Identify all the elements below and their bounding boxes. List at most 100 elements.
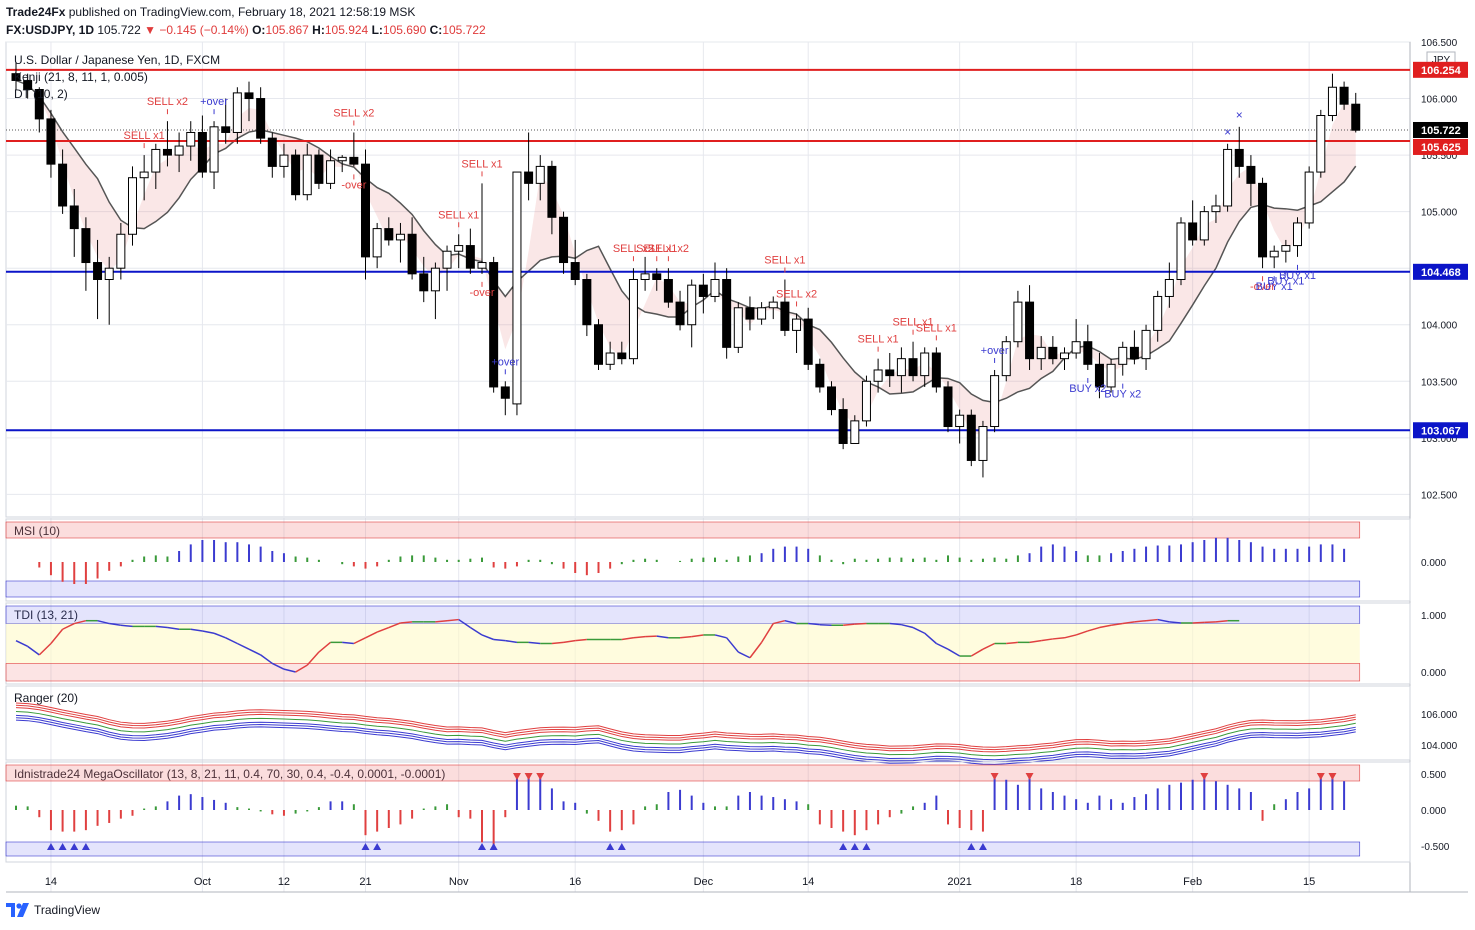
candle-body	[151, 148, 161, 173]
pane-tick: 0.000	[1421, 806, 1446, 817]
tdi-line-segment	[1052, 637, 1065, 640]
tdi-line-segment	[1204, 621, 1216, 624]
candle-body	[279, 154, 289, 167]
y-tick-label: 105.000	[1421, 208, 1458, 219]
upper-zone	[5, 605, 1361, 624]
tdi-line-segment	[749, 641, 763, 659]
tdi-line-segment	[260, 654, 273, 665]
tdi-line-segment	[458, 618, 471, 629]
tdi-line-segment	[400, 621, 413, 624]
low-label: L:	[371, 23, 383, 37]
candle-body	[1129, 346, 1139, 360]
price-label: 106.254	[1421, 65, 1462, 77]
x-tick-label: 15	[1303, 876, 1315, 888]
candle-body	[873, 369, 883, 382]
buy-triangle-icon	[850, 843, 859, 850]
candle-body	[1025, 301, 1035, 360]
close-value: 105.722	[442, 23, 486, 37]
pane-tick: 0.000	[1421, 668, 1446, 679]
ohlc-header: FX:USDJPY, 1D 105.722 ▼ −0.145 (−0.14%) …	[6, 23, 486, 37]
neutral-zone	[6, 623, 1360, 664]
tdi-line-segment	[1192, 621, 1205, 624]
signal-label: SELL x1	[858, 334, 899, 346]
candle-body	[1281, 245, 1291, 252]
tdi-line-segment	[225, 637, 238, 645]
candle-body	[1071, 341, 1081, 354]
price-label: 104.468	[1421, 267, 1461, 279]
tdi-line-segment	[283, 668, 296, 673]
y-tick-label: 104.000	[1421, 321, 1458, 332]
candle-body	[500, 386, 510, 399]
lower-zone	[5, 663, 1361, 682]
tdi-line-segment	[645, 635, 657, 638]
signal-label: SELL x1	[916, 322, 957, 334]
oversold-zone	[5, 841, 1361, 857]
price-change: −0.145 (−0.14%)	[159, 23, 249, 37]
candle-body	[1316, 115, 1326, 173]
pane-title: MSI (10)	[14, 524, 60, 538]
candle-body	[1141, 329, 1151, 360]
ranger-band	[15, 719, 1356, 765]
candle-body	[232, 92, 242, 133]
high-value: 105.924	[324, 23, 369, 37]
candle-body	[128, 177, 137, 235]
tdi-line-segment	[901, 623, 914, 629]
candle-body	[58, 163, 68, 207]
x-tick-label: 12	[278, 876, 290, 888]
price-label: 103.067	[1421, 425, 1461, 437]
candle-body	[1176, 222, 1186, 280]
price-label-box	[1413, 61, 1468, 78]
candle-body	[256, 98, 266, 139]
y-tick-label: 102.500	[1421, 490, 1458, 501]
x-tick-label: Nov	[449, 876, 469, 888]
tdi-line-segment	[982, 642, 995, 650]
x-tick-label: 18	[1070, 876, 1082, 888]
tdi-line-segment	[505, 639, 518, 644]
candle-body	[465, 245, 475, 269]
candle-body	[733, 307, 743, 348]
pane-title: Ranger (20)	[14, 691, 78, 705]
x-tick-label: Feb	[1183, 876, 1202, 888]
published-text: published on TradingView.com, February 1…	[68, 5, 416, 19]
buy-triangle-icon	[862, 843, 871, 850]
candle-body	[978, 426, 988, 461]
y-tick-label: 106.000	[1421, 95, 1458, 106]
signal-label: SELL x1	[438, 209, 479, 221]
candle-body	[605, 352, 615, 365]
tdi-line-segment	[1215, 619, 1228, 623]
indicator-pane-frame	[5, 518, 1411, 602]
candle-body	[221, 126, 231, 133]
signal-label: BUY x1	[1279, 270, 1316, 282]
candle-body	[244, 92, 254, 100]
oversold-zone	[5, 580, 1361, 598]
candle-body	[757, 307, 767, 320]
candle-body	[162, 148, 172, 156]
sell-triangle-icon	[536, 773, 545, 780]
candle-body	[1094, 363, 1104, 388]
candle-body	[1234, 148, 1244, 167]
candle-body	[267, 137, 277, 167]
pane-title: Idnistrade24 MegaOscillator (13, 8, 21, …	[14, 767, 445, 781]
x-tick-label: 21	[359, 876, 371, 888]
buy-triangle-icon	[478, 843, 486, 850]
sell-triangle-icon	[512, 773, 521, 780]
candle-body	[302, 154, 312, 196]
indicator-label: Kenji (21, 8, 11, 1, 0.005)	[14, 70, 148, 84]
candle-body	[710, 279, 720, 297]
pane-tick: 106.000	[1421, 710, 1458, 721]
candle-body	[1211, 205, 1221, 213]
kenji-cloud-area	[16, 80, 1356, 435]
tdi-line-segment	[621, 637, 634, 641]
cross-marker: ×	[1236, 108, 1243, 122]
candle-body	[617, 352, 627, 360]
signal-label: BUY x1	[1267, 276, 1304, 288]
x-tick-label: 2021	[947, 876, 971, 888]
open-label: O:	[252, 23, 266, 37]
candle-body	[489, 262, 499, 388]
tdi-line-segment	[691, 634, 704, 638]
candle-body	[640, 273, 650, 281]
sell-triangle-icon	[1316, 773, 1325, 780]
signal-label: SELL x2	[147, 96, 188, 108]
candle-body	[11, 73, 21, 81]
